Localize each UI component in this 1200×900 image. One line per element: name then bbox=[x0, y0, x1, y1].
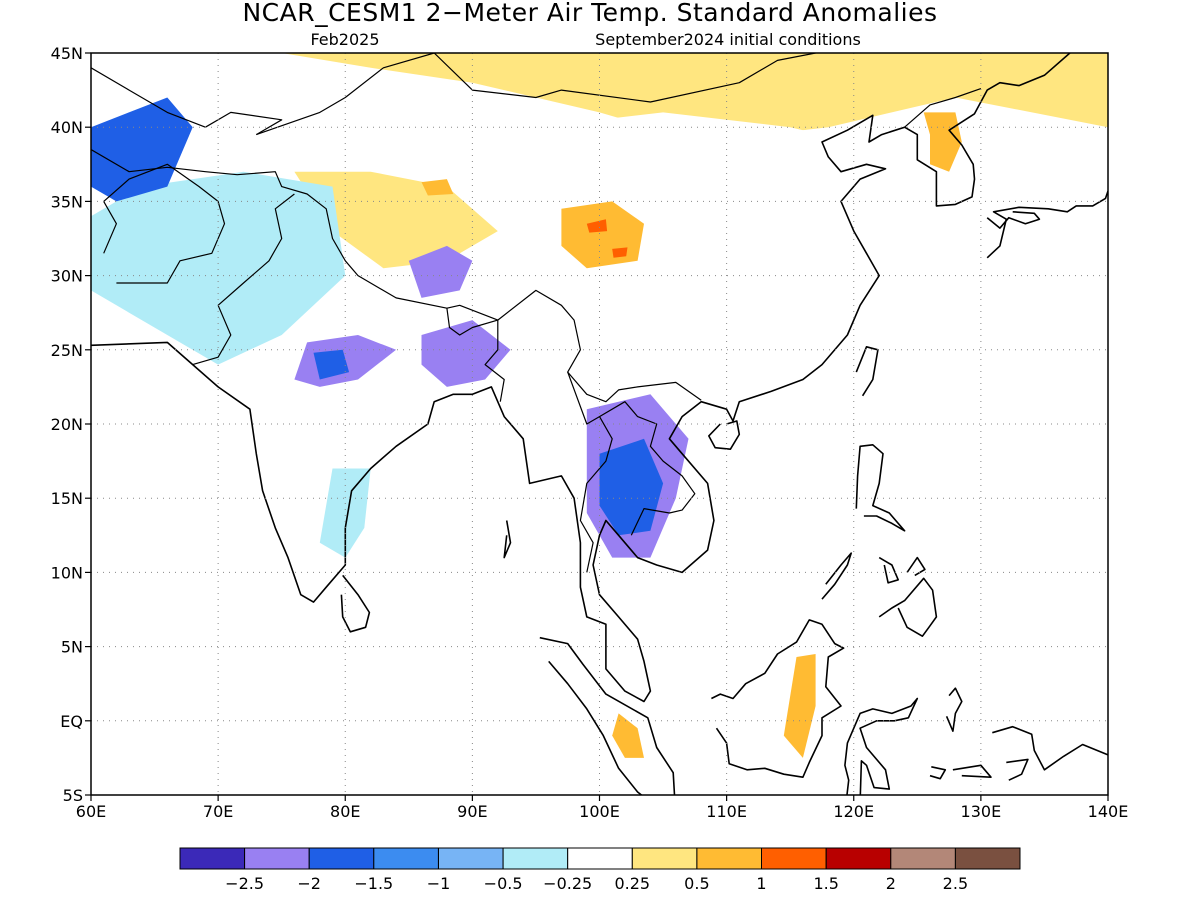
colorbar-swatch bbox=[308, 847, 375, 870]
colorbar-label: 2 bbox=[886, 874, 896, 893]
anomaly-region-thailand-cooler bbox=[599, 438, 664, 536]
border-6 bbox=[256, 53, 435, 136]
colorbar-label: −2 bbox=[297, 874, 321, 893]
lon-tick-label: 70E bbox=[203, 802, 233, 821]
coastline-5 bbox=[878, 556, 900, 584]
coastline-18 bbox=[707, 420, 741, 451]
initial-conditions-label: September2024 initial conditions bbox=[595, 30, 861, 49]
colorbar-label: −1.5 bbox=[354, 874, 393, 893]
colorbar-swatch bbox=[373, 847, 439, 870]
colorbar-swatch bbox=[567, 847, 633, 870]
colorbar-swatch bbox=[502, 847, 569, 870]
longitude-ticks: 60E 70E 80E 90E 100E 110E 120E 130E 140E bbox=[76, 795, 1129, 821]
coastline-7 bbox=[878, 577, 938, 638]
border-8 bbox=[433, 53, 816, 103]
colorbar-swatch bbox=[825, 847, 892, 870]
border-9 bbox=[904, 88, 982, 128]
colorbar-label: 1.5 bbox=[813, 874, 838, 893]
lat-tick-label: 10N bbox=[51, 563, 83, 582]
coastline-19 bbox=[503, 520, 512, 559]
colorbar-swatch bbox=[890, 847, 956, 870]
figure-title: NCAR_CESM1 2−Meter Air Temp. Standard An… bbox=[242, 0, 937, 27]
anomaly-region-west-india-warm bbox=[256, 431, 333, 580]
lat-tick-label: 40N bbox=[51, 118, 83, 137]
anomaly-region-sumatra-hot bbox=[612, 713, 644, 758]
colorbar-label: 0.5 bbox=[684, 874, 709, 893]
anomaly-region-himalaya-warm bbox=[294, 171, 498, 269]
colorbar-swatch bbox=[179, 847, 246, 870]
coastline-8 bbox=[821, 552, 853, 600]
coastline-13 bbox=[992, 725, 1108, 771]
forecast-month-label: Feb2025 bbox=[310, 30, 379, 49]
coastline-14 bbox=[1006, 758, 1029, 781]
colorbar-label: 0.25 bbox=[614, 874, 650, 893]
anomaly-region-kashmir-hot bbox=[421, 179, 454, 196]
anomaly-region-afghan-warm bbox=[91, 171, 346, 365]
latitude-ticks: 45N 40N 35N 30N 25N 20N 15N 10N 5N EQ 5S bbox=[51, 44, 91, 805]
lat-tick-label: EQ bbox=[60, 712, 83, 731]
colorbar-swatch bbox=[954, 847, 1021, 870]
colorbar-label: −1 bbox=[427, 874, 451, 893]
graticule bbox=[91, 53, 1108, 795]
anomaly-region-central-india-cooler bbox=[313, 349, 350, 380]
lat-tick-label: 5N bbox=[61, 638, 83, 657]
colorbar bbox=[179, 847, 1021, 870]
border-1 bbox=[192, 193, 295, 366]
lon-tick-label: 90E bbox=[457, 802, 487, 821]
colorbar-swatch bbox=[438, 847, 504, 870]
anomaly-region-tibet-hot-gray bbox=[586, 219, 608, 233]
anomaly-region-borneo-hot bbox=[783, 654, 816, 758]
lon-tick-label: 110E bbox=[706, 802, 747, 821]
lon-tick-label: 60E bbox=[76, 802, 106, 821]
colorbar-label: −0.5 bbox=[484, 874, 523, 893]
coastline-16 bbox=[952, 764, 992, 779]
coastline-12 bbox=[945, 687, 963, 733]
coastline-2 bbox=[986, 211, 1041, 229]
lat-tick-label: 20N bbox=[51, 415, 83, 434]
colorbar-swatch bbox=[631, 847, 698, 870]
anomaly-layer bbox=[91, 53, 1108, 795]
lon-tick-label: 80E bbox=[330, 802, 360, 821]
lat-tick-label: 35N bbox=[51, 192, 83, 211]
colorbar-label: 2.5 bbox=[943, 874, 968, 893]
lat-tick-label: 30N bbox=[51, 267, 83, 286]
coastline-1 bbox=[986, 190, 1108, 259]
coastline-10 bbox=[539, 636, 676, 795]
anomaly-region-tibet-hot-gray-2 bbox=[612, 247, 628, 258]
coastline-0 bbox=[91, 53, 1071, 703]
lon-tick-label: 130E bbox=[961, 802, 1002, 821]
lat-tick-label: 25N bbox=[51, 341, 83, 360]
anomaly-region-bangladesh-cool bbox=[421, 320, 511, 387]
anomaly-region-korea-warm bbox=[930, 171, 975, 209]
anomaly-region-central-asia-cool bbox=[91, 97, 193, 202]
border-3 bbox=[446, 308, 505, 402]
lat-tick-label: 15N bbox=[51, 489, 83, 508]
coastline-15 bbox=[929, 766, 947, 780]
coastline-layer bbox=[91, 53, 1108, 795]
border-5 bbox=[599, 401, 696, 536]
colorbar-swatch bbox=[244, 847, 310, 870]
lon-tick-label: 140E bbox=[1088, 802, 1129, 821]
lat-tick-label: 5S bbox=[63, 786, 83, 805]
coastline-9 bbox=[711, 619, 845, 779]
anomaly-region-east-india-warm bbox=[319, 468, 371, 558]
coastline-17 bbox=[340, 574, 371, 633]
coastline-4 bbox=[855, 443, 906, 532]
colorbar-label: 1 bbox=[756, 874, 766, 893]
colorbar-label: −0.25 bbox=[543, 874, 592, 893]
coastline-11 bbox=[844, 697, 919, 795]
colorbar-label: −2.5 bbox=[225, 874, 264, 893]
colorbar-labels: −2.5 −2 −1.5 −1 −0.5 −0.25 0.25 0.5 1 1.5 2 2.5 bbox=[225, 874, 968, 893]
colorbar-swatch bbox=[696, 847, 763, 870]
colorbar-swatch bbox=[761, 847, 827, 870]
border-4 bbox=[567, 371, 613, 573]
lon-tick-label: 100E bbox=[579, 802, 620, 821]
lon-tick-label: 120E bbox=[833, 802, 874, 821]
lat-tick-label: 45N bbox=[51, 44, 83, 63]
anomaly-region-mongolia-warm bbox=[281, 53, 1108, 142]
anomaly-region-tibet-cool bbox=[408, 245, 473, 298]
